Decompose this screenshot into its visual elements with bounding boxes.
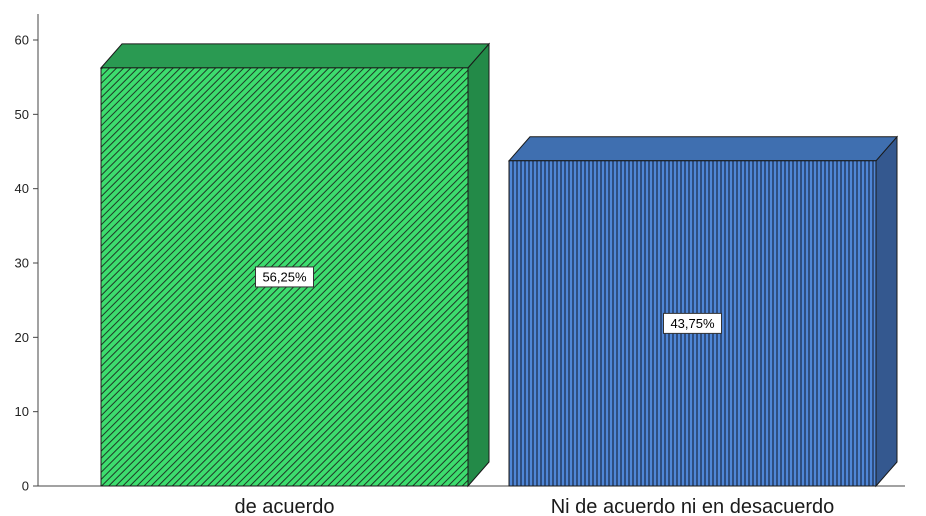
bars: 56,25% 43,75% — [99, 42, 899, 488]
y-tick-label: 0 — [22, 479, 29, 494]
x-axis-labels: de acuerdo Ni de acuerdo ni en desacuerdo — [234, 496, 834, 516]
y-tick-label: 50 — [15, 107, 29, 122]
y-tick-label: 60 — [15, 33, 29, 48]
data-label: 43,75% — [663, 312, 722, 334]
y-tick-label: 40 — [15, 181, 29, 196]
y-tick-label: 30 — [15, 256, 29, 271]
x-category-label: Ni de acuerdo ni en desacuerdo — [551, 496, 835, 516]
data-label: 56,25% — [255, 266, 314, 288]
data-label-text: 56,25% — [262, 269, 307, 284]
bar-2: 43,75% — [507, 135, 899, 488]
data-label-text: 43,75% — [670, 316, 715, 331]
bar-top — [99, 43, 491, 69]
bar-top — [507, 136, 899, 162]
bar-side — [467, 42, 490, 488]
bar-side — [875, 135, 898, 488]
x-category-label: de acuerdo — [234, 496, 334, 516]
y-tick-label: 10 — [15, 404, 29, 419]
data-label-box — [255, 266, 314, 288]
data-label-box — [663, 312, 722, 334]
bar-1: 56,25% — [99, 42, 491, 488]
y-tick-label: 20 — [15, 330, 29, 345]
